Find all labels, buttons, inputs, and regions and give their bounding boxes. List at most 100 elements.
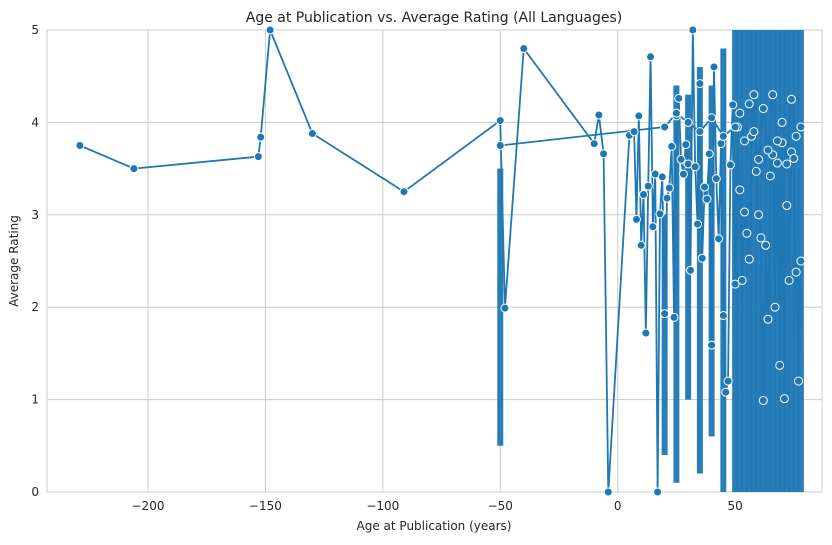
data-point	[674, 93, 684, 103]
data-point	[718, 311, 728, 321]
data-point	[657, 172, 667, 182]
data-point	[695, 79, 705, 89]
data-point	[742, 228, 752, 238]
data-point	[707, 113, 717, 123]
data-point	[784, 275, 794, 285]
y-tick-label: 4	[31, 115, 39, 129]
data-point	[671, 108, 681, 118]
data-point	[763, 145, 773, 155]
data-point	[744, 254, 754, 264]
data-point	[791, 267, 801, 277]
data-point	[660, 309, 670, 319]
data-point	[653, 487, 663, 497]
tick-labels: −200 −150 −100 −50 0 50 0 1 2 3 4 5	[31, 23, 742, 513]
data-point	[758, 104, 768, 114]
data-point	[740, 136, 749, 146]
data-point	[737, 275, 747, 285]
data-point	[500, 303, 510, 313]
data-point	[75, 141, 85, 150]
data-point	[495, 141, 505, 150]
x-tick-label: −150	[249, 499, 282, 513]
data-point	[662, 193, 672, 203]
data-point	[772, 136, 782, 146]
data-point	[723, 376, 733, 386]
y-tick-label: 5	[31, 23, 39, 37]
data-point	[716, 139, 726, 149]
x-tick-label: −50	[488, 499, 513, 513]
data-point	[667, 141, 677, 151]
y-tick-label: 0	[31, 485, 39, 499]
data-point	[721, 387, 731, 397]
x-tick-label: 50	[727, 499, 742, 513]
data-point	[655, 209, 665, 219]
data-point	[789, 153, 799, 163]
data-point	[782, 201, 792, 211]
data-point	[794, 376, 804, 386]
data-point	[749, 127, 759, 137]
data-point	[779, 394, 789, 404]
data-point	[603, 487, 613, 497]
data-point	[730, 122, 740, 132]
y-tick-label: 3	[31, 208, 39, 222]
data-point	[695, 127, 705, 137]
data-point	[643, 181, 653, 191]
data-point	[599, 149, 609, 159]
data-point	[495, 116, 505, 126]
data-point	[519, 43, 529, 53]
data-point	[697, 253, 707, 263]
data-point	[711, 174, 721, 184]
data-point	[756, 233, 766, 243]
data-point	[669, 312, 679, 322]
data-point	[751, 166, 761, 176]
data-point	[744, 99, 754, 109]
data-point	[688, 25, 698, 35]
data-point	[265, 25, 275, 35]
data-point	[735, 185, 745, 195]
data-point	[763, 314, 773, 324]
y-tick-label: 1	[31, 393, 39, 407]
x-tick-label: 0	[614, 499, 622, 513]
data-point	[725, 160, 735, 170]
data-point	[700, 182, 710, 192]
data-point	[594, 110, 604, 120]
data-point	[660, 122, 670, 132]
data-point	[754, 154, 764, 164]
data-point	[253, 152, 263, 162]
data-point	[730, 279, 740, 289]
data-point	[690, 162, 700, 172]
x-tick-label: −100	[366, 499, 399, 513]
data-point	[646, 52, 656, 62]
data-point	[676, 154, 686, 164]
data-point	[796, 122, 806, 132]
data-point	[782, 159, 792, 169]
data-point	[641, 328, 651, 338]
x-tick-label: −200	[132, 499, 165, 513]
data-point	[256, 132, 266, 142]
data-point	[728, 100, 738, 110]
data-point	[702, 194, 712, 204]
data-point	[589, 139, 599, 149]
data-point	[634, 111, 644, 121]
chart-title: Age at Publication vs. Average Rating (A…	[246, 10, 622, 26]
y-tick-label: 2	[31, 300, 39, 314]
data-point	[768, 90, 778, 100]
data-point	[765, 171, 775, 181]
data-point	[791, 131, 801, 141]
data-point	[693, 219, 703, 229]
data-point	[681, 140, 691, 150]
data-point	[777, 117, 787, 127]
data-point	[685, 265, 695, 275]
data-point	[754, 210, 764, 220]
data-point	[749, 90, 759, 100]
data-point	[636, 240, 646, 250]
data-point	[735, 108, 745, 118]
data-point	[683, 117, 693, 127]
series-markers	[75, 25, 806, 497]
data-point	[758, 396, 768, 406]
data-point	[707, 340, 717, 350]
data-point	[648, 222, 658, 232]
data-point	[761, 240, 771, 250]
data-point	[796, 256, 806, 266]
